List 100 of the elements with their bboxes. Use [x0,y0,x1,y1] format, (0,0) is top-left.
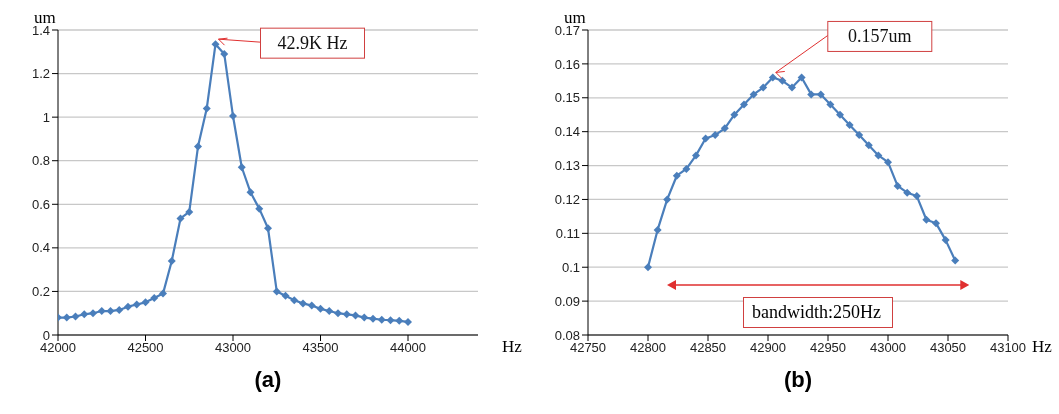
point [893,181,902,190]
x-tick-label: 43000 [214,340,252,356]
point [663,195,672,204]
point [141,298,150,307]
x-tick-label: 43050 [929,340,967,356]
point [749,90,758,99]
point [159,289,167,298]
point [932,219,940,228]
point [229,112,237,121]
y-tick-label: 0.11 [555,225,580,241]
point [290,296,299,305]
y-tick-label: 0.8 [31,153,50,169]
y-tick-label: 1.2 [31,66,50,82]
point [264,224,272,233]
y-tick-label: 1 [42,109,50,125]
point [316,304,325,313]
y-tick-label: 0.16 [554,56,580,72]
y-tick-label: 0.08 [554,327,580,343]
y-tick-label: 0.1 [561,259,580,275]
point [272,287,281,296]
point [768,73,777,82]
point [864,141,873,150]
x-axis-title: Hz [1032,337,1052,357]
point [194,142,202,151]
point [653,225,662,234]
annotation: 0.157um [848,26,912,47]
text: (a) [253,367,283,393]
point [874,151,883,160]
x-tick-label: 44000 [389,340,427,356]
y-tick-label: 0.6 [31,196,50,212]
point [202,104,211,113]
point [167,256,176,265]
point [797,73,806,82]
y-tick-label: 0.09 [554,293,580,309]
point [124,302,132,311]
point [816,90,825,99]
point [342,310,351,319]
point [730,110,739,119]
y-tick-label: 0.15 [554,90,580,106]
y-tick-label: 0.4 [31,240,50,256]
point [237,163,246,172]
point [255,204,264,213]
x-axis-title: Hz [502,337,522,357]
point [80,310,89,319]
point [360,313,369,322]
point [185,207,194,216]
point [334,309,342,318]
point [720,124,729,133]
x-tick-label: 42750 [569,340,607,356]
point [884,158,892,167]
point [395,316,404,325]
point [807,90,816,99]
annotation: bandwidth:250Hz [742,296,893,328]
point [778,76,787,85]
x-tick-label: 42500 [127,340,164,356]
point [759,83,768,92]
point [220,49,229,58]
annotation: 42.9K Hz [277,33,348,54]
x-tick-label: 43000 [869,340,907,356]
point [845,120,854,129]
point [132,300,141,309]
point [912,192,921,201]
point [740,100,748,109]
point [711,131,720,140]
point [922,215,931,224]
point [941,236,950,245]
point [377,315,386,324]
point [106,307,115,316]
point [903,188,912,197]
point [404,317,412,326]
x-tick-label: 42950 [809,340,847,356]
point [299,299,307,308]
point [644,263,652,272]
x-tick-label: 42000 [39,340,77,356]
point [682,164,691,173]
point [211,40,220,49]
y-tick-label: 0.12 [554,192,580,208]
x-tick-label: 42900 [749,340,787,356]
point [369,314,377,323]
point [307,301,316,310]
point [672,171,681,180]
point [115,305,124,314]
point [246,188,255,197]
x-tick-label: 42850 [689,340,727,356]
point [855,131,864,140]
point [325,307,334,316]
point [826,100,835,109]
text: (b) [782,367,814,393]
y-tick-label: 0 [42,327,50,343]
point [150,293,159,302]
point [701,134,710,143]
point [71,312,80,321]
x-tick-label: 42800 [629,340,667,356]
point [97,307,106,316]
point [176,214,185,223]
x-tick-label: 43100 [989,340,1027,356]
point [351,311,360,320]
x-tick-label: 43500 [302,340,339,356]
y-tick-label: 0.14 [554,124,580,140]
point [281,291,290,300]
